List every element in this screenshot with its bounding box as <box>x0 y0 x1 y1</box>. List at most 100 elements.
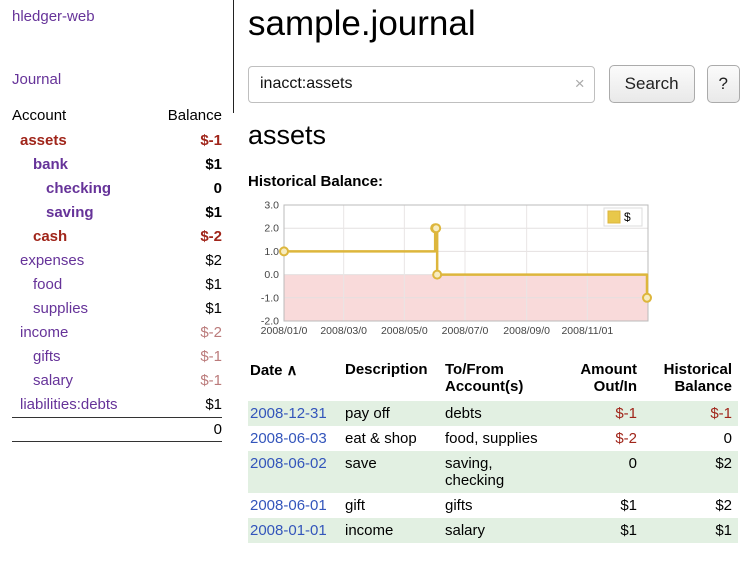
balance-cell: $-1 <box>710 405 732 422</box>
account-link-saving[interactable]: saving <box>46 204 94 221</box>
amount-cell: 0 <box>628 455 637 472</box>
balance-cell: 0 <box>723 430 732 447</box>
column-header-amount: Amount Out/In <box>561 359 643 401</box>
accounts-total-value: 0 <box>213 421 222 438</box>
column-header-date[interactable]: Date ∧ <box>248 359 343 401</box>
account-row: assets $-1 <box>12 129 222 153</box>
chart-title: Historical Balance: <box>248 173 384 190</box>
account-link-liabilities-debts[interactable]: liabilities:debts <box>20 396 118 413</box>
svg-text:2008/09/0: 2008/09/0 <box>503 325 550 337</box>
accounts-header-line2: Account(s) <box>445 378 524 395</box>
svg-text:2.0: 2.0 <box>264 223 279 235</box>
account-row: checking 0 <box>12 177 222 201</box>
accounts-table-header: Account Balance <box>12 105 222 129</box>
accounts-header-line1: To/From <box>445 361 504 378</box>
svg-text:2008/05/0: 2008/05/0 <box>381 325 428 337</box>
accounts-header-account: Account <box>12 107 67 124</box>
sidebar: hledger-web Journal Account Balance asse… <box>0 0 233 442</box>
account-balance: $1 <box>205 276 222 293</box>
account-row: salary $-1 <box>12 369 222 393</box>
svg-text:2008/01/0: 2008/01/0 <box>261 325 308 337</box>
date-link[interactable]: 2008-01-01 <box>250 522 327 539</box>
accounts-cell: salary <box>445 522 486 539</box>
account-row: expenses $2 <box>12 249 222 273</box>
account-row: gifts $-1 <box>12 345 222 369</box>
balance-header-line2: Balance <box>674 378 732 395</box>
account-link-gifts[interactable]: gifts <box>33 348 61 365</box>
date-link[interactable]: 2008-06-02 <box>250 455 327 472</box>
account-link-checking[interactable]: checking <box>46 180 112 197</box>
accounts-cell: debts <box>445 405 482 422</box>
account-link-expenses[interactable]: expenses <box>20 252 85 269</box>
account-link-cash[interactable]: cash <box>33 228 68 245</box>
svg-text:3.0: 3.0 <box>264 200 279 212</box>
accounts-table: Account Balance assets $-1 bank $1 check… <box>12 105 222 442</box>
description-cell: save <box>345 455 377 472</box>
date-link[interactable]: 2008-06-03 <box>250 430 327 447</box>
accounts-cell: saving, checking <box>445 455 505 489</box>
sidebar-item-journal[interactable]: Journal <box>12 71 62 88</box>
description-cell: income <box>345 522 394 539</box>
account-link-salary[interactable]: salary <box>33 372 74 389</box>
search-input[interactable] <box>248 65 595 103</box>
column-header-balance: Historical Balance <box>643 359 738 401</box>
account-row: cash $-2 <box>12 225 222 249</box>
account-balance: $1 <box>205 300 222 317</box>
balance-header-line1: Historical <box>663 361 732 378</box>
svg-text:-2.0: -2.0 <box>261 316 279 328</box>
account-link-assets[interactable]: assets <box>20 132 67 149</box>
clear-search-icon[interactable]: × <box>574 73 585 93</box>
amount-cell: $1 <box>620 522 637 539</box>
amount-header-line2: Out/In <box>593 378 637 395</box>
table-row: 2008-06-02 save saving, checking 0 $2 <box>248 451 738 493</box>
sort-asc-icon: ∧ <box>286 362 298 379</box>
account-balance: 0 <box>213 180 222 197</box>
sidebar-divider <box>233 0 234 113</box>
help-button[interactable]: ? <box>706 65 740 103</box>
svg-text:1.0: 1.0 <box>264 246 279 258</box>
account-link-income[interactable]: income <box>20 324 69 341</box>
amount-header-line1: Amount <box>580 361 637 378</box>
table-row: 2008-12-31 pay off debts $-1 $-1 <box>248 401 738 426</box>
column-header-description: Description <box>345 361 428 378</box>
svg-text:2008/03/0: 2008/03/0 <box>320 325 367 337</box>
account-balance: $-2 <box>200 228 222 245</box>
date-header-label: Date <box>250 362 283 379</box>
account-row: saving $1 <box>12 201 222 225</box>
main-content: sample.journal × Search ? assets Histori… <box>248 0 740 543</box>
accounts-cell: food, supplies <box>445 430 538 447</box>
app-title-link[interactable]: hledger-web <box>12 8 95 25</box>
description-cell: eat & shop <box>345 430 417 447</box>
amount-cell: $1 <box>620 497 637 514</box>
search-button[interactable]: Search <box>608 65 695 103</box>
svg-text:$: $ <box>624 210 631 224</box>
svg-text:2008/11/01: 2008/11/01 <box>561 325 613 337</box>
balance-cell: $2 <box>715 497 732 514</box>
account-balance: $-2 <box>200 324 222 341</box>
account-link-bank[interactable]: bank <box>33 156 69 173</box>
amount-cell: $-1 <box>615 405 637 422</box>
account-row: income $-2 <box>12 321 222 345</box>
accounts-header-balance: Balance <box>167 107 222 124</box>
account-balance: $-1 <box>200 348 222 365</box>
date-link[interactable]: 2008-12-31 <box>250 405 327 422</box>
account-row: liabilities:debts $1 <box>12 393 222 417</box>
account-link-food[interactable]: food <box>33 276 63 293</box>
balance-cell: $2 <box>715 455 732 472</box>
table-row: 2008-06-03 eat & shop food, supplies $-2… <box>248 426 738 451</box>
date-link[interactable]: 2008-06-01 <box>250 497 327 514</box>
description-cell: pay off <box>345 405 390 422</box>
accounts-cell: gifts <box>445 497 473 514</box>
account-balance: $-1 <box>200 372 222 389</box>
register-header-row: Date ∧ Description To/From Account(s) Amo… <box>248 359 738 401</box>
account-link-supplies[interactable]: supplies <box>33 300 89 317</box>
svg-text:2008/07/0: 2008/07/0 <box>442 325 489 337</box>
account-balance: $1 <box>205 204 222 221</box>
table-row: 2008-01-01 income salary $1 $1 <box>248 518 738 543</box>
account-heading: assets <box>248 120 327 150</box>
svg-text:0.0: 0.0 <box>264 269 279 281</box>
description-cell: gift <box>345 497 366 514</box>
page-title: sample.journal <box>248 4 476 43</box>
account-row: supplies $1 <box>12 297 222 321</box>
register-table: Date ∧ Description To/From Account(s) Amo… <box>248 359 738 543</box>
